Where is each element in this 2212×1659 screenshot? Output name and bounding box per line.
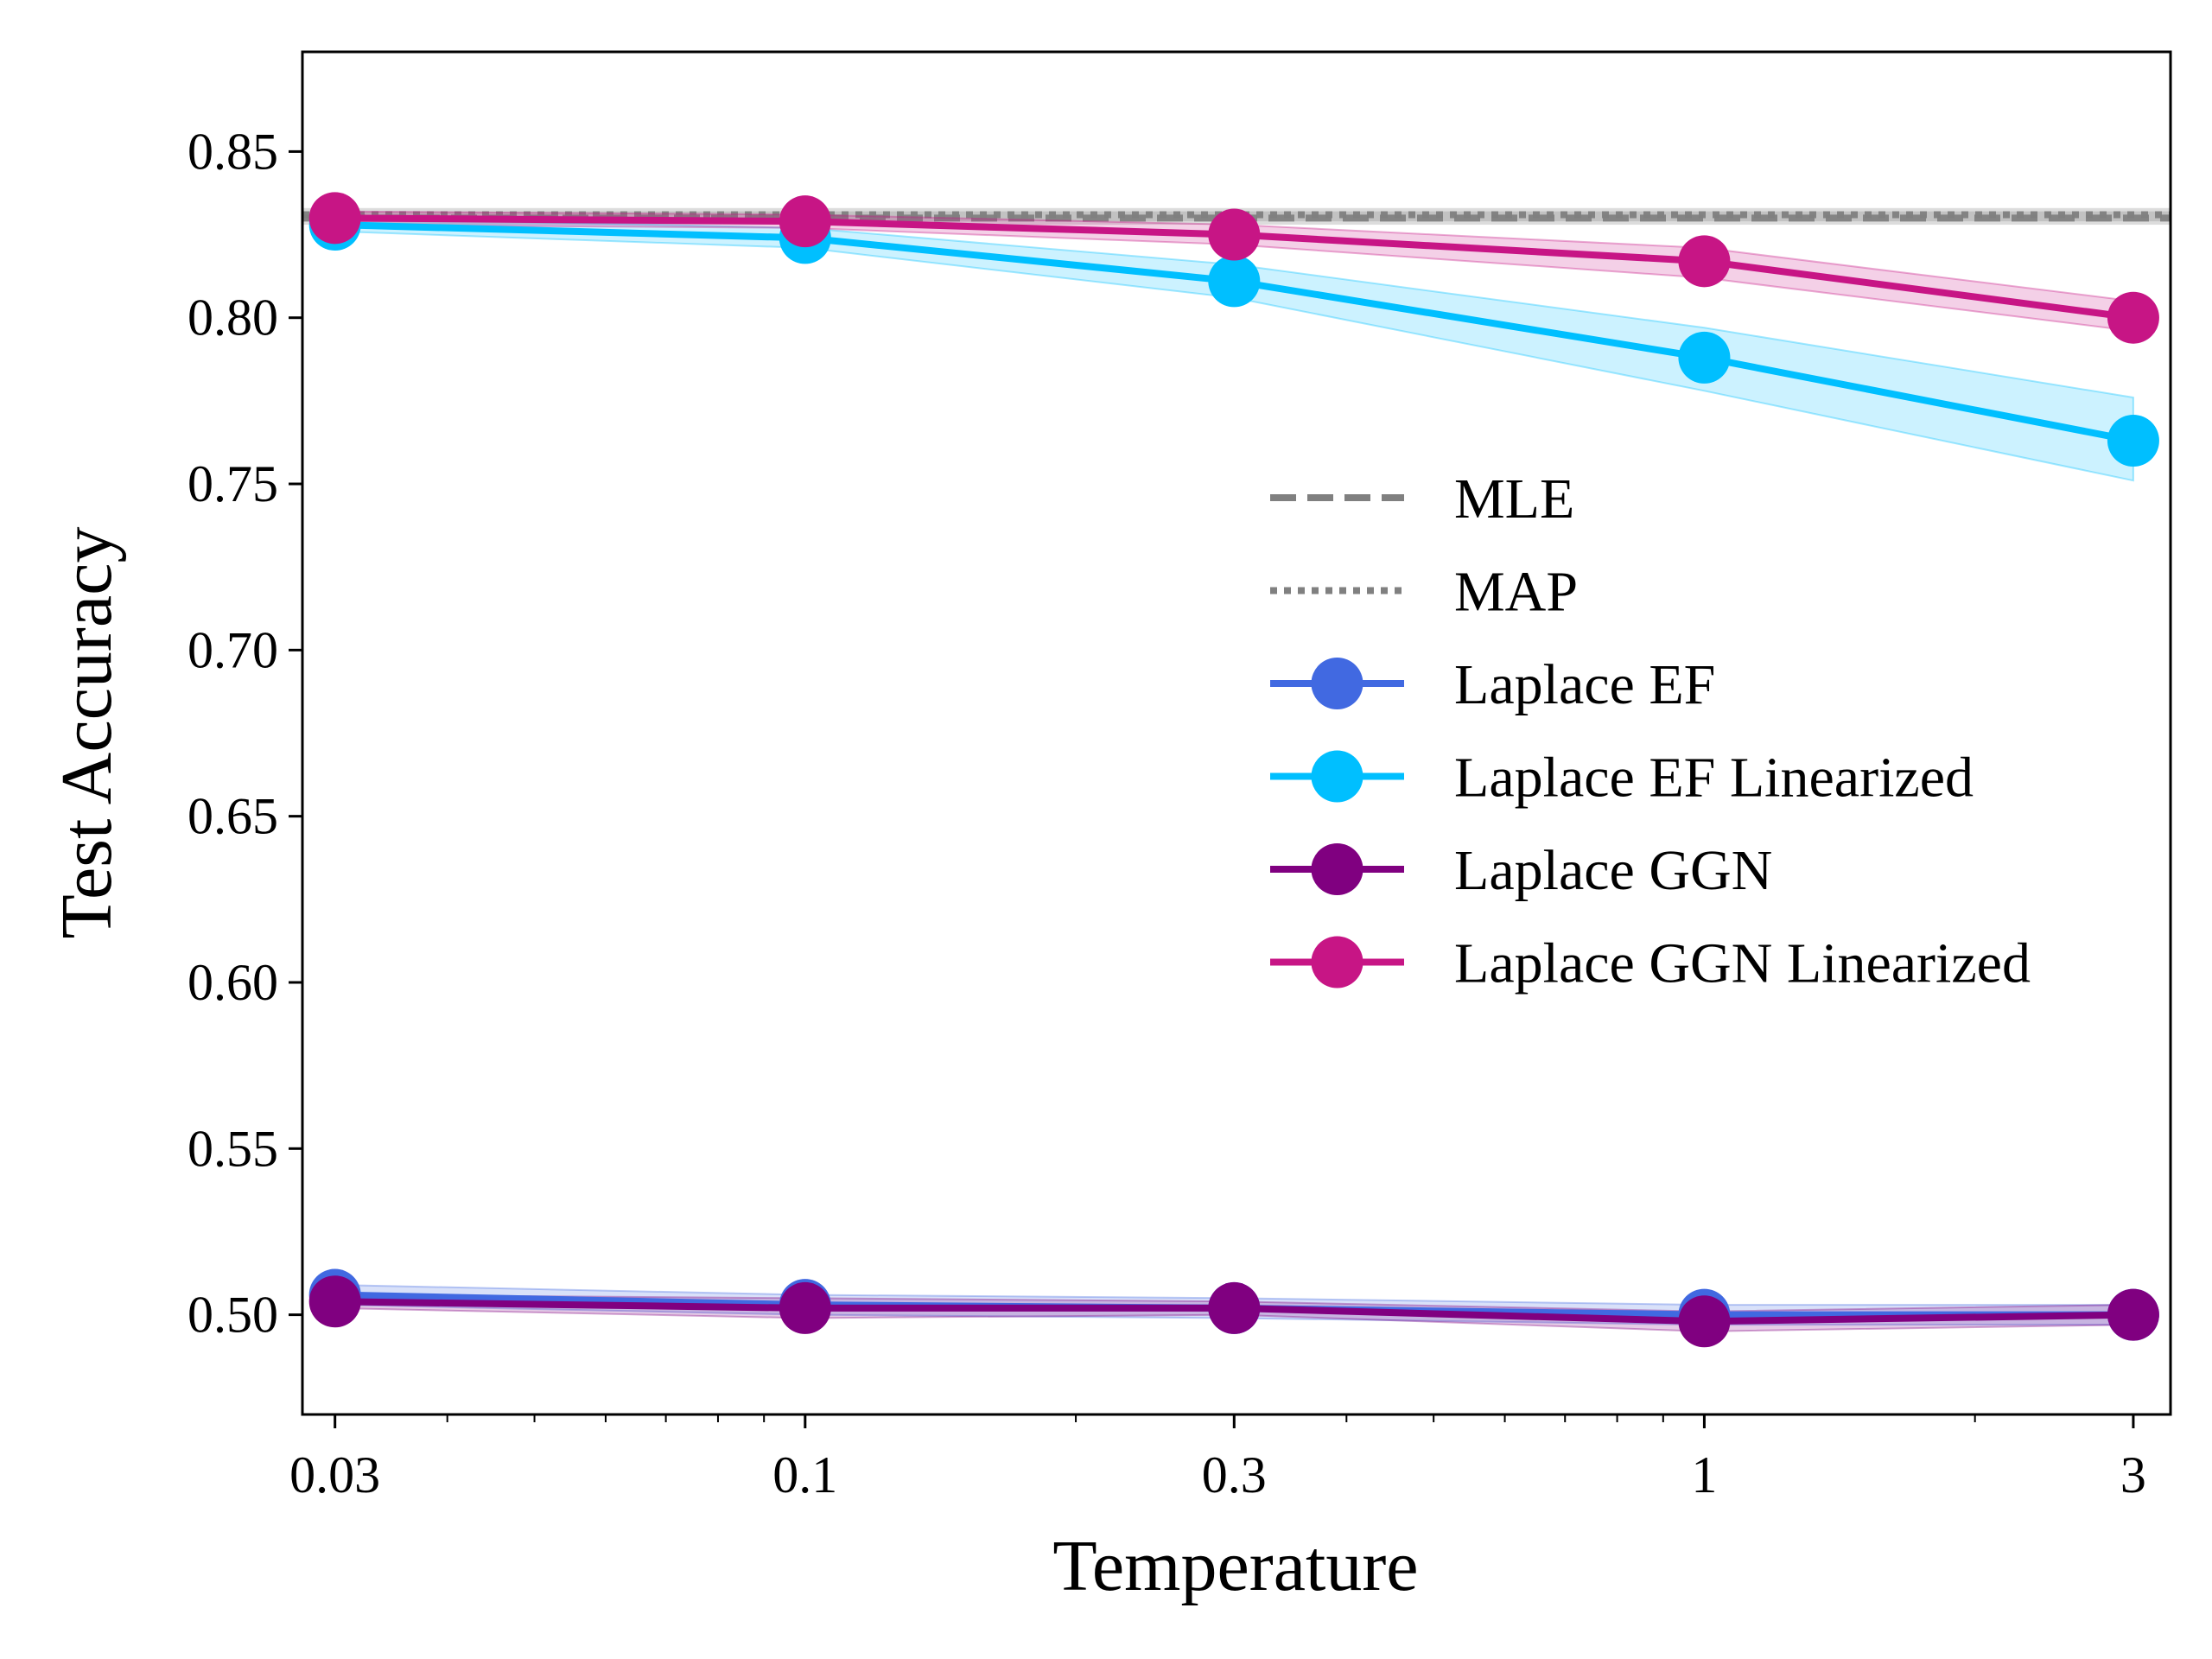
y-tick-label: 0.60 bbox=[188, 954, 278, 1011]
x-tick-label: 0.3 bbox=[1202, 1446, 1267, 1503]
y-tick-label: 0.75 bbox=[188, 455, 278, 512]
x-tick-label: 0.03 bbox=[289, 1446, 380, 1503]
point-series-2-3 bbox=[1208, 255, 1260, 307]
legend-entry-6-label: Laplace GGN Linearized bbox=[1454, 932, 2031, 995]
point-series-3-1 bbox=[309, 1275, 361, 1327]
y-axis-title: Test Accuracy bbox=[47, 527, 127, 939]
y-tick-label: 0.55 bbox=[188, 1120, 278, 1177]
x-axis-title: Temperature bbox=[1052, 1526, 1418, 1606]
y-tick-label: 0.85 bbox=[188, 123, 278, 180]
y-tick-label: 0.50 bbox=[188, 1287, 278, 1344]
point-series-3-3 bbox=[1208, 1282, 1260, 1334]
legend-entry-2-label: MAP bbox=[1454, 561, 1578, 624]
legend-entry-5-swatch-marker bbox=[1312, 843, 1363, 895]
x-tick-label: 1 bbox=[1691, 1446, 1717, 1503]
legend-entry-6-swatch-marker bbox=[1312, 937, 1363, 988]
point-series-4-2 bbox=[779, 195, 831, 247]
point-series-2-5 bbox=[2107, 415, 2159, 467]
point-series-2-4 bbox=[1678, 332, 1730, 384]
point-series-3-4 bbox=[1678, 1295, 1730, 1347]
point-series-4-4 bbox=[1678, 235, 1730, 287]
point-series-3-2 bbox=[779, 1282, 831, 1334]
legend-entry-4-swatch-marker bbox=[1312, 751, 1363, 803]
y-tick-label: 0.80 bbox=[188, 289, 278, 346]
legend-entry-4-label: Laplace EF Linearized bbox=[1454, 747, 1974, 810]
x-tick-label: 3 bbox=[2120, 1446, 2146, 1503]
legend: MLE MAP Laplace EF Laplace EF Linearized Lap… bbox=[1270, 467, 2031, 995]
x-tick-label: 0.1 bbox=[772, 1446, 837, 1503]
point-series-4-3 bbox=[1208, 209, 1260, 261]
legend-entry-3-label: Laplace EF bbox=[1454, 653, 1715, 716]
legend-entry-3-swatch-marker bbox=[1312, 658, 1363, 709]
point-series-3-5 bbox=[2107, 1289, 2159, 1341]
y-tick-label: 0.65 bbox=[188, 788, 278, 845]
point-series-4-5 bbox=[2107, 292, 2159, 344]
legend-entry-5-label: Laplace GGN bbox=[1454, 839, 1772, 902]
legend-entry-1-label: MLE bbox=[1454, 467, 1574, 531]
point-series-4-1 bbox=[309, 192, 361, 244]
y-tick-label: 0.70 bbox=[188, 621, 278, 678]
